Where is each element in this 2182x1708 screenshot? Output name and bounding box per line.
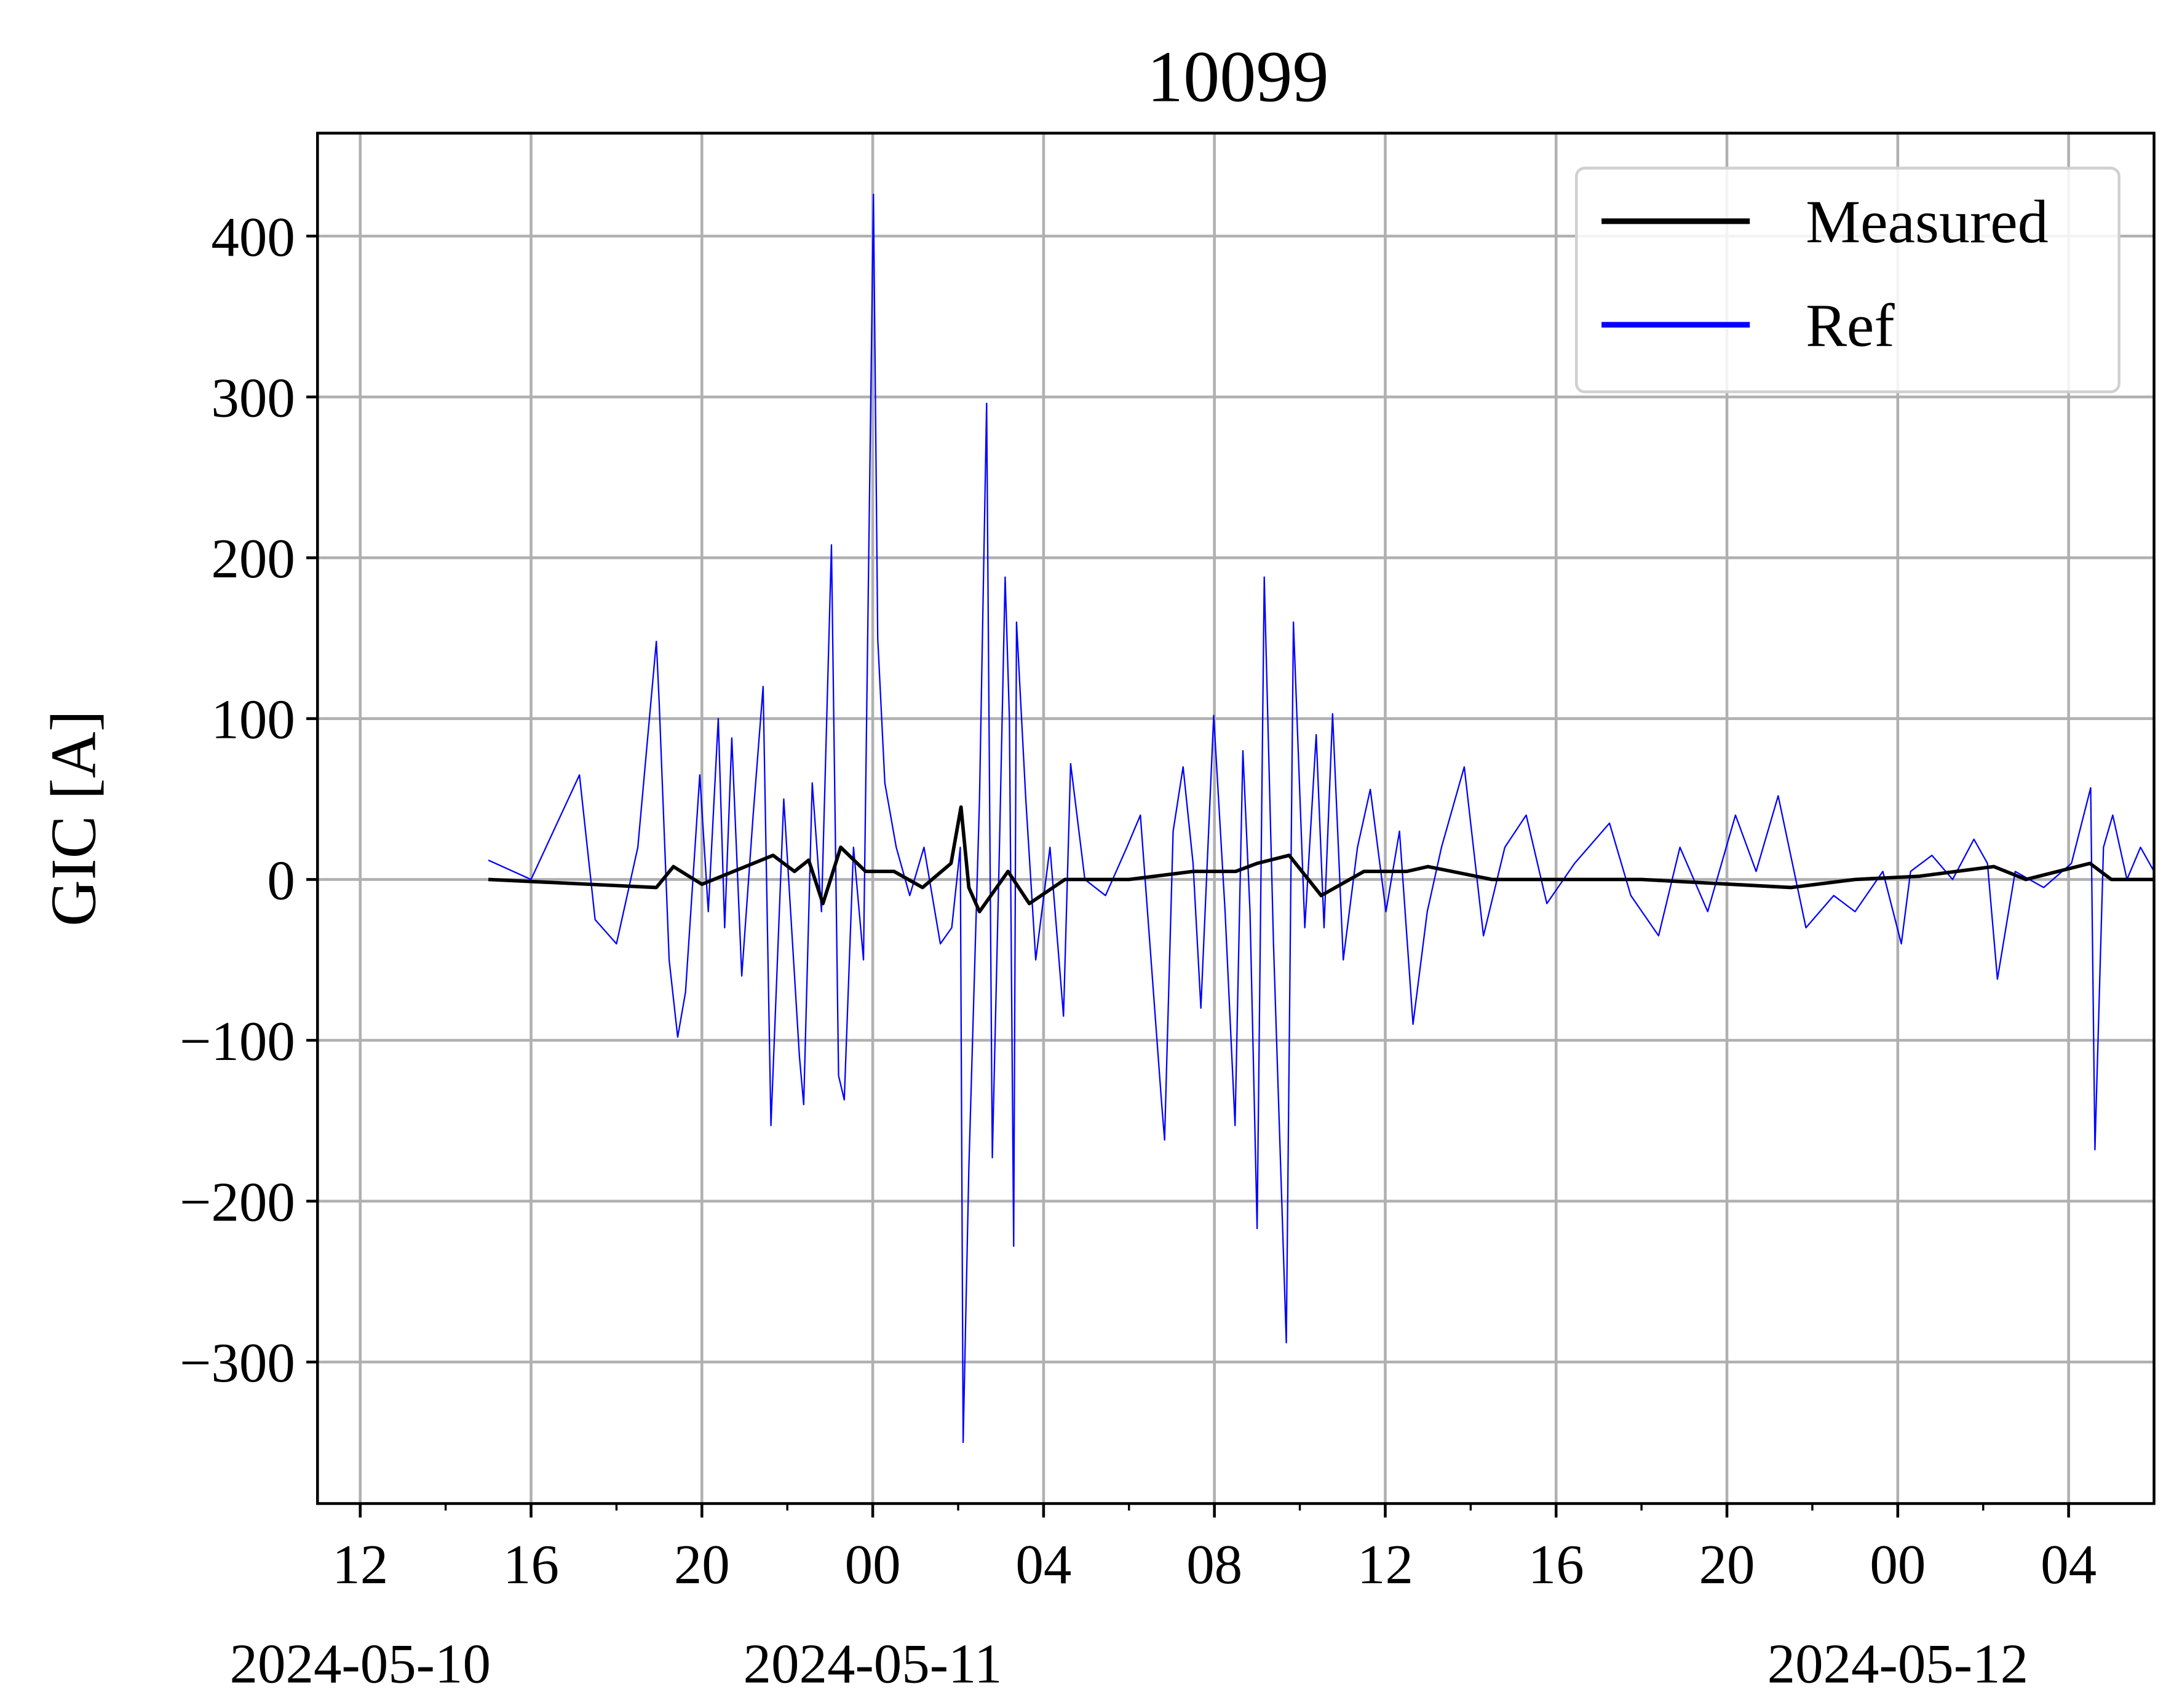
x-tick-label: 20	[1699, 1533, 1755, 1595]
x-tick-label: 16	[503, 1533, 559, 1595]
x-tick-label: 12	[332, 1533, 388, 1595]
series-line	[488, 805, 2154, 914]
y-tick-label: 200	[211, 528, 295, 590]
y-tick-label: −200	[180, 1171, 295, 1233]
chart-title: 10099	[1147, 36, 1329, 117]
y-tick-label: 0	[267, 849, 295, 911]
y-tick-label: 300	[211, 366, 295, 429]
axes: −300 −200 −100 0 100 200 300 400 12 16 20 00 04 08 12 1…	[180, 132, 2156, 1695]
x-tick-label: 08	[1186, 1533, 1242, 1595]
y-tick-label: −100	[180, 1010, 295, 1072]
x-date-label: 2024-05-12	[1767, 1633, 2028, 1695]
x-date-label: 2024-05-11	[744, 1633, 1002, 1695]
axes-frame	[316, 132, 2156, 1505]
y-tick-label: 400	[211, 206, 295, 268]
x-tick-label: 00	[845, 1533, 901, 1595]
x-tick-label: 04	[2041, 1533, 2097, 1595]
legend-label: Ref	[1806, 291, 1895, 359]
legend-label: Measured	[1806, 188, 2049, 256]
y-axis-label: GIC [A]	[38, 710, 109, 927]
series-line	[488, 193, 2155, 1444]
y-tick-label: 100	[211, 689, 295, 751]
x-tick-label: 12	[1357, 1533, 1413, 1595]
y-tick-label: −300	[180, 1332, 295, 1394]
x-tick-label: 00	[1870, 1533, 1926, 1595]
x-tick-label: 16	[1528, 1533, 1584, 1595]
x-tick-label: 04	[1015, 1533, 1071, 1595]
x-tick-label: 20	[674, 1533, 730, 1595]
plot-area	[488, 193, 2155, 1444]
x-date-label: 2024-05-10	[229, 1633, 490, 1695]
